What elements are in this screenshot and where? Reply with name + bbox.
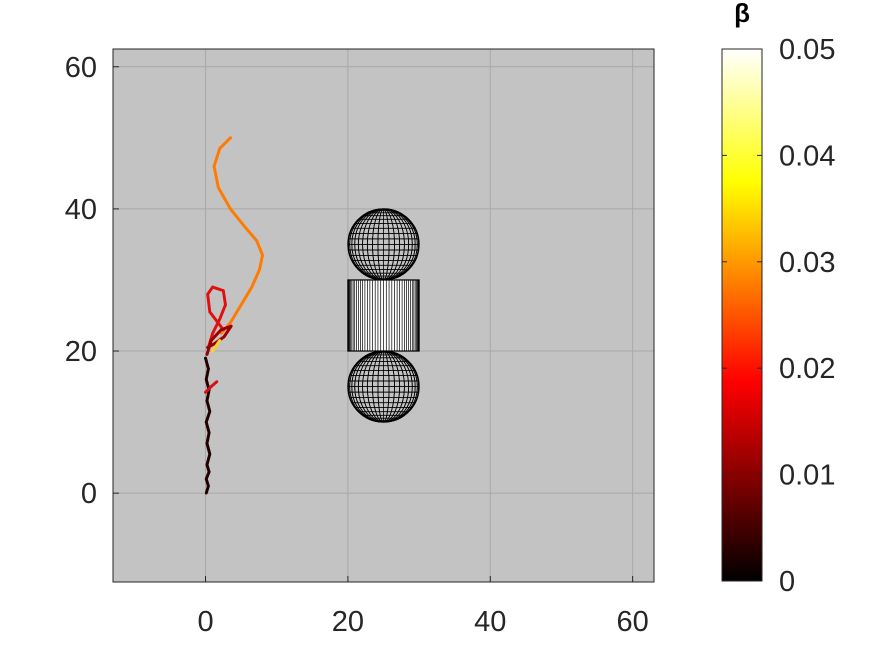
- y-tick-label: 40: [65, 194, 97, 226]
- trajectory-point: [211, 285, 214, 289]
- y-axis: 0 20 40 60: [65, 52, 119, 510]
- trajectory-point: [261, 253, 264, 257]
- trajectory-point: [222, 289, 225, 292]
- trajectory-point: [204, 356, 207, 360]
- colorbar-tick-label: 0.03: [779, 247, 835, 279]
- x-axis: 0 20 40 60: [197, 576, 649, 638]
- trajectory-point: [229, 324, 233, 328]
- trajectory-point: [219, 328, 223, 332]
- sphere-obstacle: [347, 350, 420, 423]
- trajectory-point: [229, 207, 232, 211]
- trajectory-point: [217, 186, 220, 189]
- trajectory-point: [212, 164, 216, 168]
- trajectory-point: [206, 292, 209, 296]
- trajectory-point: [239, 303, 243, 307]
- x-tick-label: 0: [197, 606, 213, 638]
- cylinder-obstacle: [347, 279, 420, 352]
- trajectory-point: [219, 331, 223, 335]
- trajectory-point: [209, 339, 213, 342]
- sphere-obstacle: [347, 208, 420, 281]
- trajectory-point: [224, 303, 227, 307]
- colorbar-tick-label: 0.05: [779, 34, 835, 66]
- trajectory-point: [208, 410, 212, 413]
- colorbar-gradient: [721, 48, 763, 582]
- trajectory-group: [204, 136, 264, 495]
- trajectory-point: [218, 317, 222, 321]
- trajectory-point: [205, 353, 209, 356]
- obstacle-group: [347, 208, 420, 423]
- colorbar-tick-label: 0.04: [779, 140, 835, 172]
- trajectory-point: [205, 463, 209, 467]
- colorbar-title: β: [734, 0, 750, 28]
- trajectory-point: [211, 349, 214, 353]
- trajectory-point: [204, 390, 207, 394]
- y-tick-label: 0: [81, 478, 97, 510]
- trajectory-point: [258, 268, 261, 271]
- trajectory-point: [211, 331, 214, 335]
- trajectory-line: [211, 338, 222, 353]
- x-tick-label: 20: [332, 606, 364, 638]
- plot-frame: [112, 48, 655, 583]
- trajectory-point: [207, 431, 211, 435]
- trajectory-point: [204, 491, 208, 495]
- trajectory-point: [204, 420, 208, 424]
- trajectory-point: [218, 339, 222, 342]
- colorbar-tick-label: 0: [779, 566, 795, 598]
- trajectory-point: [205, 399, 209, 403]
- trajectory-point: [229, 321, 232, 324]
- trajectory-point: [229, 136, 232, 140]
- colorbar: β 0 0.01 0.02 0.03 0.04 0.05: [721, 0, 835, 598]
- colorbar-tick-label: 0.01: [779, 460, 835, 492]
- x-tick-label: 60: [617, 606, 649, 638]
- trajectory-point: [204, 477, 208, 481]
- trajectory-point: [255, 239, 259, 243]
- trajectory-point: [215, 380, 219, 383]
- trajectory-point: [207, 470, 211, 474]
- trajectory-point: [208, 452, 212, 456]
- trajectory-point: [204, 378, 208, 381]
- trajectory-point: [243, 225, 246, 228]
- colorbar-tick-label: 0.02: [779, 353, 835, 385]
- trajectory-point: [208, 310, 212, 314]
- y-tick-label: 60: [65, 52, 97, 84]
- trajectory-point: [250, 285, 254, 289]
- y-tick-label: 20: [65, 336, 97, 368]
- colorbar-ticks: 0 0.01 0.02 0.03 0.04 0.05: [722, 34, 835, 598]
- trajectory-point: [209, 385, 213, 388]
- trajectory-point: [222, 335, 226, 339]
- trajectory-point: [218, 147, 222, 150]
- trajectory-point: [206, 346, 209, 349]
- trajectory-point: [205, 442, 209, 445]
- trajectory-point: [207, 484, 210, 488]
- trajectory-point: [212, 342, 216, 346]
- x-tick-label: 40: [474, 606, 506, 638]
- trajectory-point: [207, 367, 210, 371]
